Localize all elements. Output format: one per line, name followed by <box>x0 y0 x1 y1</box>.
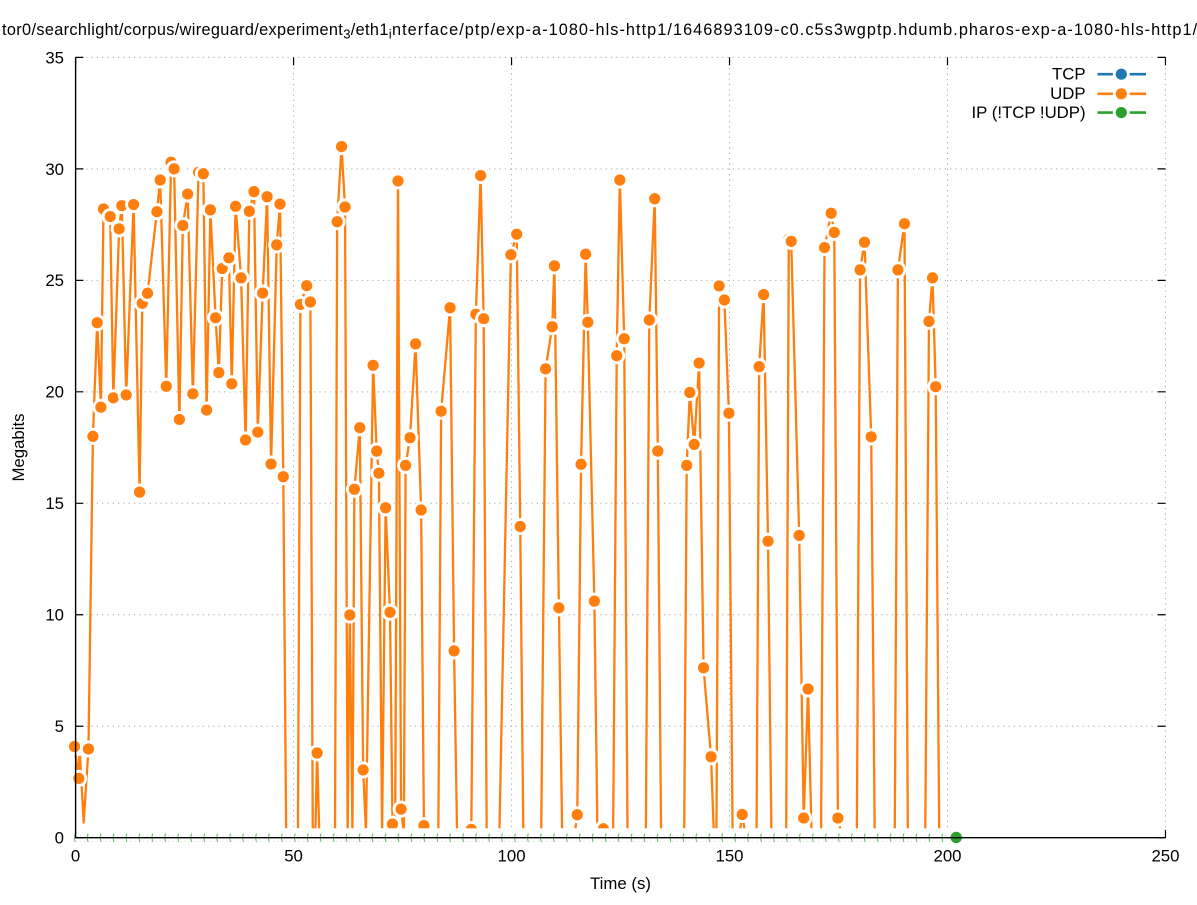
svg-text:10: 10 <box>45 606 64 625</box>
svg-text:TCP: TCP <box>1052 65 1086 84</box>
svg-text:Time (s): Time (s) <box>590 874 651 893</box>
svg-text:25: 25 <box>45 271 64 290</box>
svg-text:30: 30 <box>45 160 64 179</box>
svg-text:tor0/searchlight/corpus/wiregu: tor0/searchlight/corpus/wireguard/experi… <box>2 21 1197 42</box>
svg-text:200: 200 <box>934 847 962 866</box>
svg-text:15: 15 <box>45 494 64 513</box>
svg-text:0: 0 <box>71 847 80 866</box>
svg-text:250: 250 <box>1151 847 1179 866</box>
svg-text:5: 5 <box>55 717 64 736</box>
svg-text:150: 150 <box>716 847 744 866</box>
svg-text:20: 20 <box>45 383 64 402</box>
svg-text:0: 0 <box>55 829 64 848</box>
svg-text:35: 35 <box>45 48 64 67</box>
svg-text:50: 50 <box>284 847 303 866</box>
svg-text:Megabits: Megabits <box>9 413 28 481</box>
svg-text:UDP: UDP <box>1050 84 1085 103</box>
svg-text:IP (!TCP !UDP): IP (!TCP !UDP) <box>972 103 1086 122</box>
svg-text:100: 100 <box>498 847 526 866</box>
